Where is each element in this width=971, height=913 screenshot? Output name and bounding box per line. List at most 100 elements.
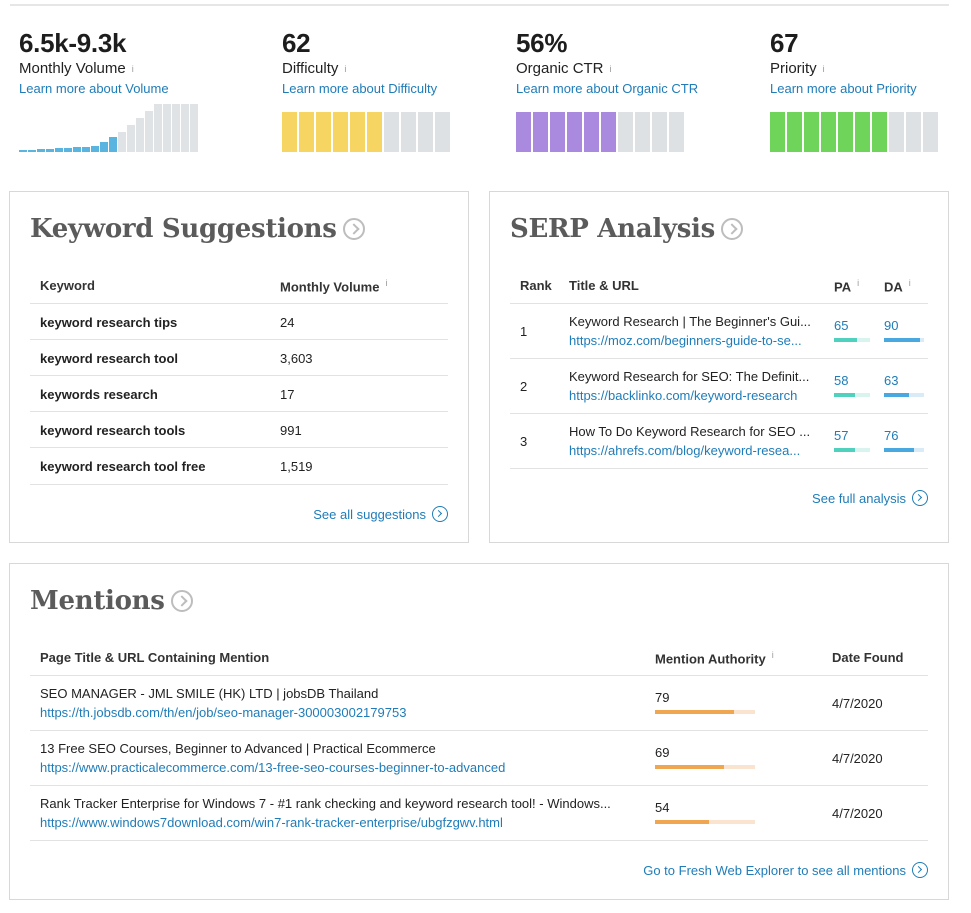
mention-row[interactable]: Rank Tracker Enterprise for Windows 7 - … bbox=[30, 786, 928, 841]
serp-title: Keyword Research | The Beginner's Gui... bbox=[569, 314, 811, 329]
volume-bar bbox=[82, 146, 90, 152]
serp-url-link[interactable]: https://moz.com/beginners-guide-to-se... bbox=[569, 333, 802, 348]
serp-row[interactable]: 1 Keyword Research | The Beginner's Gui.… bbox=[510, 304, 928, 359]
metric-value: 6.5k-9.3k bbox=[19, 28, 127, 58]
volume-bar bbox=[172, 104, 180, 152]
serp-url-link[interactable]: https://backlinko.com/keyword-research bbox=[569, 388, 798, 403]
chevron-right-icon[interactable] bbox=[720, 218, 743, 240]
info-icon[interactable]: i bbox=[908, 278, 911, 288]
info-icon[interactable]: i bbox=[385, 278, 388, 288]
chevron-right-icon[interactable] bbox=[170, 590, 193, 612]
chevron-right-icon[interactable] bbox=[342, 218, 365, 240]
panel-title: SERP Analysis bbox=[510, 214, 743, 244]
gauge-segment bbox=[635, 112, 650, 152]
authority-value: 69 bbox=[655, 745, 670, 760]
gauge-segment bbox=[299, 112, 314, 152]
volume-bar bbox=[19, 150, 27, 152]
authority-bar-fill bbox=[655, 765, 724, 769]
volume-bar bbox=[181, 104, 189, 152]
volume-bar bbox=[163, 104, 171, 152]
learn-more-ctr-link[interactable]: Learn more about Organic CTR bbox=[516, 81, 699, 96]
info-icon[interactable]: i bbox=[344, 64, 347, 74]
header-divider bbox=[30, 664, 928, 676]
serp-row[interactable]: 2 Keyword Research for SEO: The Definit.… bbox=[510, 359, 928, 414]
volume-cell: 24 bbox=[280, 315, 295, 330]
table-row[interactable]: keyword research tools 991 bbox=[30, 412, 448, 448]
gauge-segment bbox=[889, 112, 904, 152]
metric-value: 56% bbox=[516, 28, 568, 58]
metric-monthly-volume: 6.5k-9.3k Monthly Volume i Learn more abo… bbox=[19, 28, 239, 97]
volume-bar bbox=[127, 125, 135, 152]
table-row[interactable]: keywords research 17 bbox=[30, 376, 448, 412]
table-row[interactable]: keyword research tips 24 bbox=[30, 304, 448, 340]
volume-bar bbox=[154, 104, 162, 152]
header-divider bbox=[510, 292, 928, 304]
see-full-analysis-link[interactable]: See full analysis bbox=[812, 490, 928, 506]
mention-row[interactable]: 13 Free SEO Courses, Beginner to Advance… bbox=[30, 731, 928, 786]
mention-url-link[interactable]: https://www.windows7download.com/win7-ra… bbox=[40, 815, 503, 830]
serp-row[interactable]: 3 How To Do Keyword Research for SEO ...… bbox=[510, 414, 928, 469]
mention-url-link[interactable]: https://th.jobsdb.com/th/en/job/seo-mana… bbox=[40, 705, 407, 720]
volume-cell: 17 bbox=[280, 387, 295, 402]
pa-bar-fill bbox=[834, 338, 858, 342]
info-icon[interactable]: i bbox=[131, 64, 134, 74]
volume-cell: 1,519 bbox=[280, 459, 313, 474]
pa-bar bbox=[834, 393, 870, 397]
keyword-cell: keyword research tool free bbox=[40, 459, 206, 474]
table-row[interactable]: keyword research tool free 1,519 bbox=[30, 448, 448, 485]
pa-value: 57 bbox=[834, 428, 849, 443]
table-row[interactable]: keyword research tool 3,603 bbox=[30, 340, 448, 376]
date-cell: 4/7/2020 bbox=[832, 806, 883, 821]
mention-url-link[interactable]: https://www.practicalecommerce.com/13-fr… bbox=[40, 760, 506, 775]
gauge-segment bbox=[669, 112, 684, 152]
info-icon[interactable]: i bbox=[857, 278, 860, 288]
pa-value: 58 bbox=[834, 373, 849, 388]
pa-bar bbox=[834, 448, 870, 452]
difficulty-gauge bbox=[282, 102, 452, 152]
ctr-gauge bbox=[516, 102, 686, 152]
priority-gauge bbox=[770, 102, 940, 152]
see-all-suggestions-link[interactable]: See all suggestions bbox=[313, 506, 448, 522]
keyword-cell: keyword research tools bbox=[40, 423, 186, 438]
da-bar bbox=[884, 338, 924, 342]
gauge-segment bbox=[418, 112, 433, 152]
mention-row[interactable]: SEO MANAGER - JML SMILE (HK) LTD | jobsD… bbox=[30, 676, 928, 731]
da-bar-fill bbox=[884, 338, 920, 342]
serp-title: How To Do Keyword Research for SEO ... bbox=[569, 424, 811, 439]
authority-value: 79 bbox=[655, 690, 670, 705]
gauge-segment bbox=[923, 112, 938, 152]
learn-more-difficulty-link[interactable]: Learn more about Difficulty bbox=[282, 81, 438, 96]
chevron-right-icon bbox=[912, 490, 928, 506]
volume-bar bbox=[37, 149, 45, 152]
col-da: DA i bbox=[884, 278, 911, 295]
mention-title: Rank Tracker Enterprise for Windows 7 - … bbox=[40, 796, 611, 811]
gauge-segment bbox=[367, 112, 382, 152]
gauge-segment bbox=[804, 112, 819, 152]
gauge-segment bbox=[601, 112, 616, 152]
info-icon[interactable]: i bbox=[771, 650, 774, 660]
fresh-web-explorer-link[interactable]: Go to Fresh Web Explorer to see all ment… bbox=[643, 862, 928, 878]
gauge-segment bbox=[435, 112, 450, 152]
serp-url-link[interactable]: https://ahrefs.com/blog/keyword-resea... bbox=[569, 443, 801, 458]
rank-cell: 2 bbox=[520, 379, 528, 394]
keyword-suggestions-panel: Keyword Suggestions Keyword Monthly Volu… bbox=[9, 191, 469, 543]
learn-more-priority-link[interactable]: Learn more about Priority bbox=[770, 81, 917, 96]
da-value: 76 bbox=[884, 428, 899, 443]
volume-chart bbox=[19, 102, 199, 152]
da-value: 90 bbox=[884, 318, 899, 333]
panel-title: Keyword Suggestions bbox=[30, 214, 365, 244]
col-date-found: Date Found bbox=[832, 650, 904, 665]
rank-cell: 1 bbox=[520, 324, 528, 339]
gauge-segment bbox=[333, 112, 348, 152]
info-icon[interactable]: i bbox=[822, 64, 825, 74]
serp-analysis-panel: SERP Analysis Rank Title & URL PA i DA i 1… bbox=[489, 191, 949, 543]
authority-bar-fill bbox=[655, 710, 734, 714]
gauge-segment bbox=[350, 112, 365, 152]
info-icon[interactable]: i bbox=[609, 64, 612, 74]
gauge-segment bbox=[652, 112, 667, 152]
authority-bar bbox=[655, 710, 755, 714]
col-monthly-volume: Monthly Volume i bbox=[280, 278, 388, 295]
learn-more-volume-link[interactable]: Learn more about Volume bbox=[19, 81, 169, 96]
col-title-url: Title & URL bbox=[569, 278, 639, 293]
volume-bar bbox=[100, 142, 108, 152]
